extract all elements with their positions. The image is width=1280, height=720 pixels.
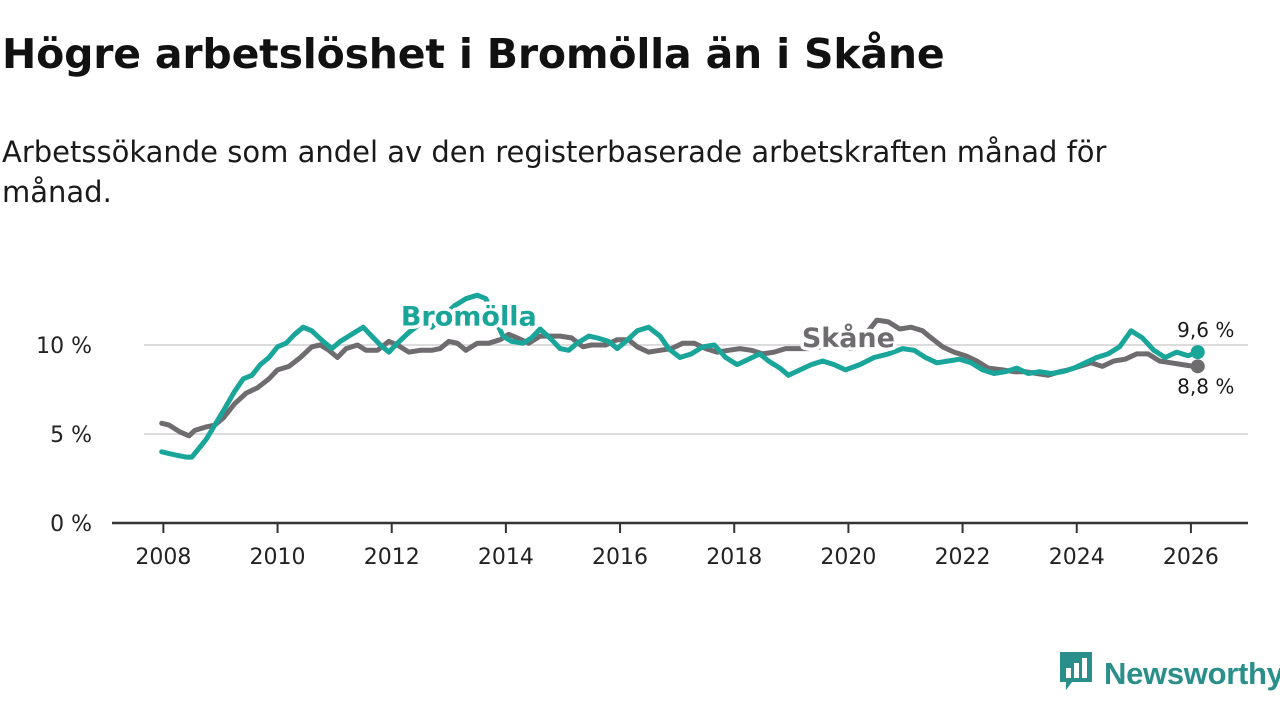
x-tick-label: 2020 [820, 545, 876, 570]
x-tick-label: 2012 [364, 545, 420, 570]
series-end-dot-skåne [1190, 359, 1205, 374]
newsworthy-brand[interactable]: Newsworthy [1058, 652, 1280, 696]
y-tick-label: 5 % [50, 423, 92, 448]
series-line-bromölla [159, 292, 1201, 460]
newsworthy-wordmark: Newsworthy [1104, 656, 1280, 691]
end-value-label-bromölla: 9,6 % [1177, 318, 1234, 342]
x-axis-ticks: 2008 2010 2012 2014 2016 2018 2020 2022 2024 2026 [135, 523, 1219, 570]
x-tick-label: 2010 [250, 545, 306, 570]
y-axis-ticks: 0 % 5 % 10 % [36, 334, 92, 537]
series-label-halo: Skåne [802, 322, 895, 354]
series-lines [159, 292, 1205, 460]
chart-title: Högre arbetslöshet i Bromölla än i Skåne [2, 30, 945, 78]
x-tick-label: 2014 [478, 545, 534, 570]
series-end-dot-bromölla [1190, 345, 1205, 360]
y-tick-label: 10 % [36, 334, 92, 359]
x-tick-label: 2026 [1163, 545, 1219, 570]
gridlines [112, 344, 1248, 525]
x-tick-label: 2018 [706, 545, 762, 570]
x-tick-label: 2016 [592, 545, 648, 570]
x-tick-label: 2008 [135, 545, 191, 570]
series-label-halo: Bromölla [401, 301, 537, 332]
end-value-label-skåne: 8,8 % [1177, 374, 1234, 398]
newsworthy-logo-icon [1058, 650, 1094, 698]
chart-subtitle: Arbetssökande som andel av den registerb… [2, 135, 1107, 209]
series-label-bromölla: Bromölla [401, 301, 537, 332]
y-tick-label: 0 % [50, 512, 92, 537]
x-tick-label: 2024 [1049, 545, 1105, 570]
x-tick-label: 2022 [935, 545, 991, 570]
series-label-skåne: Skåne [802, 322, 895, 354]
